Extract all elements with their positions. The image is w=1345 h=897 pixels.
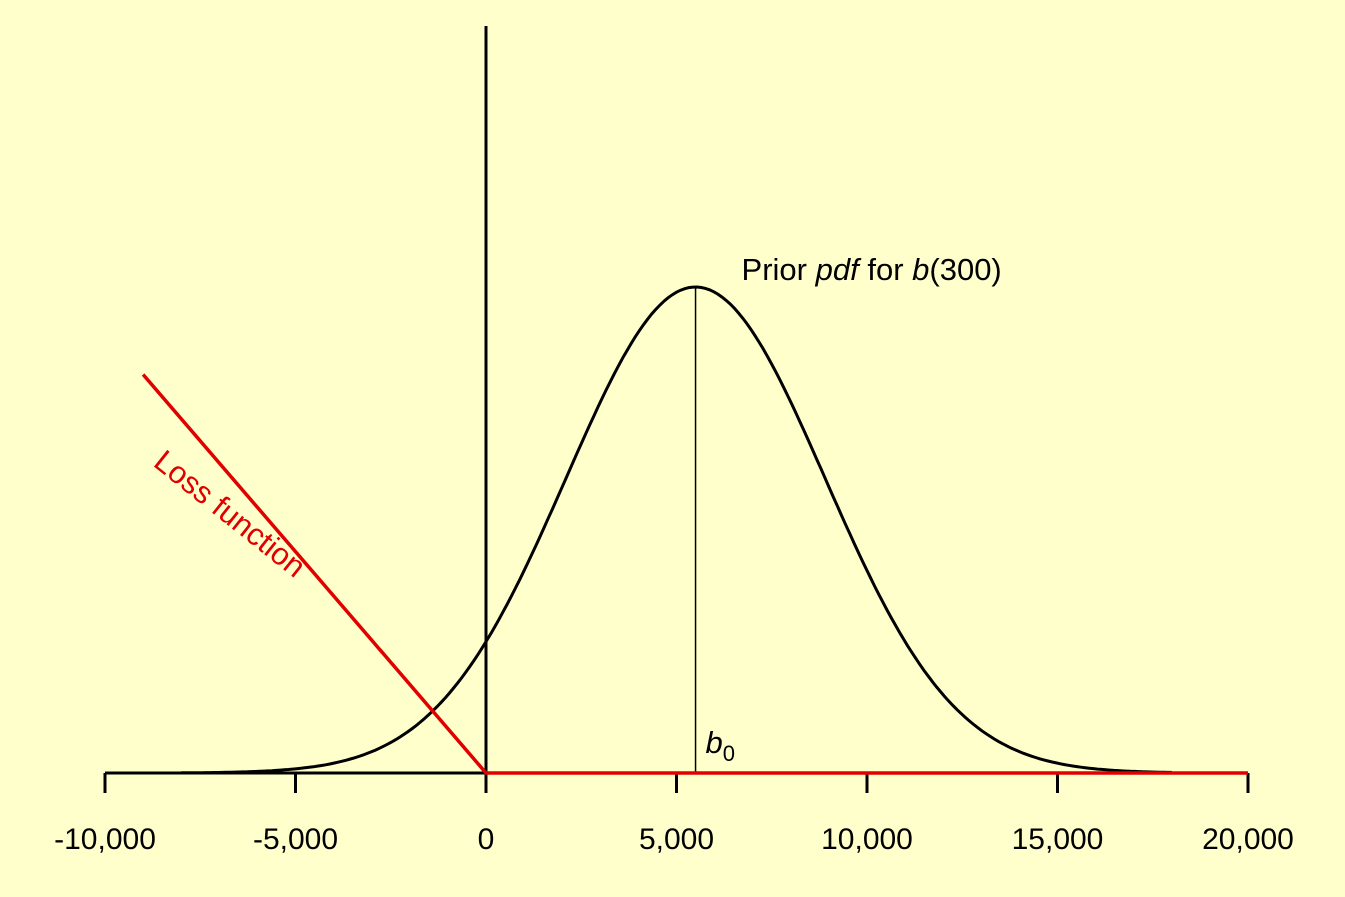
x-tick-label: 20,000 [1202, 823, 1294, 856]
axes-layer: -10,000 -5,000 0 5,000 10,000 15,000 20,000 [54, 26, 1294, 856]
x-tick-label: -10,000 [54, 823, 156, 856]
prior-pdf-label-part-3: for [859, 252, 912, 287]
loss-function-line [141, 373, 1248, 775]
b0-label-main: b [706, 725, 723, 760]
curves-layer [181, 285, 1172, 775]
prior-pdf-label-part-4: b [912, 252, 929, 287]
prior-pdf-label-part-2: pdf [815, 252, 862, 287]
x-tick-label: 15,000 [1012, 823, 1104, 856]
loss-layer [141, 373, 1248, 775]
x-tick-label: 0 [478, 823, 495, 856]
prior-pdf-curve [181, 285, 1172, 775]
x-tick-label: 5,000 [639, 823, 714, 856]
b0-label-sub: 0 [723, 741, 735, 766]
x-tick-label: -5,000 [253, 823, 338, 856]
prior-pdf-label-part-5: (300) [929, 252, 1001, 287]
prior-pdf-label: Prior pdf for b(300) [742, 252, 1002, 287]
prior-pdf-label-part-1: Prior [742, 252, 816, 287]
b0-label: b0 [706, 725, 736, 766]
x-tick-label: 10,000 [821, 823, 913, 856]
